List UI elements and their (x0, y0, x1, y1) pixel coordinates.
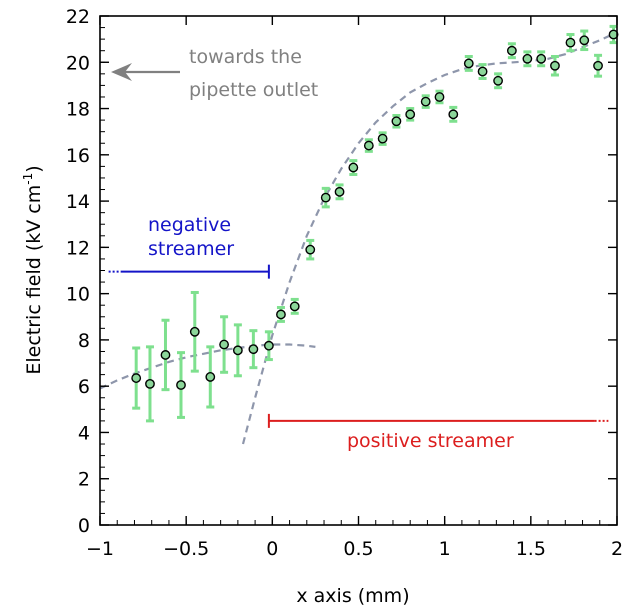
x-tick-label: 0.5 (343, 538, 373, 560)
data-point (449, 107, 457, 121)
data-point (306, 240, 314, 259)
point-marker (378, 134, 386, 142)
point-marker (422, 97, 430, 105)
point-marker (406, 110, 414, 118)
point-marker (494, 77, 502, 85)
data-point (249, 331, 257, 368)
y-tick-label: 4 (78, 422, 90, 444)
data-point (234, 325, 242, 376)
x-tick-label: −0.5 (163, 538, 209, 560)
y-axis-label-superscript: -1 (21, 173, 35, 185)
point-marker (306, 245, 314, 253)
point-marker (594, 62, 602, 70)
x-tick-label: −1 (86, 538, 114, 560)
data-point (406, 109, 414, 121)
data-point (508, 44, 516, 58)
point-marker (449, 110, 457, 118)
y-tick-label: 6 (78, 376, 90, 398)
point-marker (277, 310, 285, 318)
data-point (177, 353, 185, 418)
y-tick-label: 10 (66, 284, 90, 306)
data-point (594, 55, 602, 76)
data-point (551, 56, 559, 75)
data-point (523, 52, 531, 66)
annotations: towards the pipette outlet negative stre… (109, 46, 609, 452)
point-marker (349, 163, 357, 171)
point-marker (249, 345, 257, 353)
y-tick-label: 8 (78, 330, 90, 352)
point-marker (508, 47, 516, 55)
positive-streamer-label: positive streamer (347, 430, 514, 452)
point-marker (537, 55, 545, 63)
point-marker (291, 302, 299, 310)
data-point (206, 347, 214, 407)
data-point (335, 185, 343, 199)
y-tick-label: 22 (66, 6, 90, 28)
point-marker (392, 117, 400, 125)
data-point (161, 320, 169, 389)
data-point (378, 133, 386, 145)
y-tick-label: 14 (66, 191, 90, 213)
data-point (349, 161, 357, 175)
y-axis-label: Electric field (kV cm-1) (21, 165, 45, 374)
x-tick-label: 1 (439, 538, 451, 560)
point-marker (161, 351, 169, 359)
data-point (191, 292, 199, 371)
negative-streamer-label-line1: negative (148, 214, 231, 236)
point-marker (146, 380, 154, 388)
y-tick-label: 0 (78, 515, 90, 537)
data-point (277, 308, 285, 322)
data-point (392, 115, 400, 127)
point-marker (220, 340, 228, 348)
point-marker (177, 381, 185, 389)
y-tick-label: 2 (78, 469, 90, 491)
point-marker (234, 346, 242, 354)
point-marker (322, 193, 330, 201)
data-point (422, 96, 430, 108)
data-point (132, 348, 140, 408)
point-marker (435, 93, 443, 101)
point-marker (523, 55, 531, 63)
x-axis-label: x axis (mm) (296, 585, 409, 607)
positive-streamer-range (269, 414, 608, 428)
point-marker (265, 341, 273, 349)
point-marker (551, 62, 559, 70)
y-axis-label-main: Electric field (kV cm (23, 185, 45, 375)
pipette-label-line1: towards the (189, 46, 302, 68)
data-point (146, 347, 154, 421)
data-point (566, 35, 574, 51)
pipette-label-line2: pipette outlet (189, 79, 318, 101)
data-point (494, 74, 502, 88)
negative-streamer-label-line2: streamer (148, 238, 234, 260)
x-tick-label: 0 (266, 538, 278, 560)
data-point (537, 52, 545, 66)
point-marker (206, 373, 214, 381)
negative-streamer-range (109, 265, 269, 279)
point-marker (365, 141, 373, 149)
y-tick-label: 20 (66, 52, 90, 74)
data-point (435, 91, 443, 103)
y-tick-label: 16 (66, 145, 90, 167)
point-marker (191, 328, 199, 336)
point-marker (478, 67, 486, 75)
point-marker (465, 59, 473, 67)
x-tick-label: 1.5 (516, 538, 546, 560)
y-tick-label: 12 (66, 237, 90, 259)
y-tick-label: 18 (66, 99, 90, 121)
data-point (220, 317, 228, 373)
point-marker (335, 188, 343, 196)
data-point (365, 140, 373, 152)
y-axis-label-close: ) (23, 165, 45, 172)
data-point (291, 299, 299, 313)
point-marker (580, 36, 588, 44)
point-marker (132, 374, 140, 382)
x-tick-label: 2 (611, 538, 623, 560)
fit-curve-0 (100, 345, 315, 389)
point-marker (566, 38, 574, 46)
